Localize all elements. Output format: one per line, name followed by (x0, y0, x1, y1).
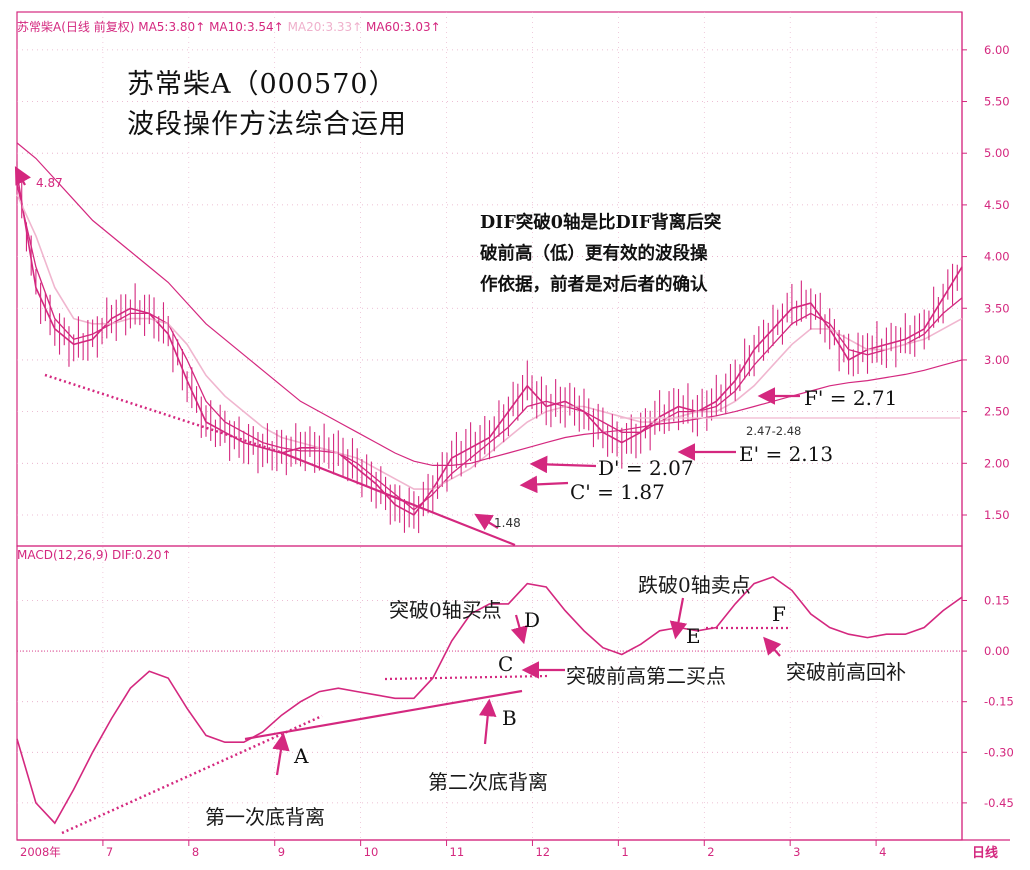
month-tick-label: 7 (106, 845, 113, 859)
point-f-arrow (763, 636, 782, 657)
month-tick-label: 2008年 (20, 845, 61, 859)
price-header: 苏常柴A(日线 前复权) MA5:3.80↑ MA10:3.54↑ MA20:3… (17, 20, 441, 34)
second-divergence-line (244, 689, 523, 741)
break-zero-buy-label: 突破0轴买点 (389, 598, 502, 622)
month-tick-label: 12 (535, 845, 550, 859)
break-high-fill-label: 突破前高回补 (786, 660, 906, 684)
range-label: 2.47-2.48 (746, 424, 802, 438)
c-prime-label: C' = 1.87 (570, 480, 665, 504)
price-tick-label: 3.50 (984, 301, 1010, 315)
point-d-arrow (510, 614, 528, 645)
point-c-label: C (498, 652, 514, 676)
point-d-label: D (524, 608, 541, 632)
point-a-label: A (294, 744, 309, 768)
point-b-label: B (502, 706, 517, 730)
price-support-dotted-line (44, 373, 281, 454)
macd-tick-label: -0.45 (984, 796, 1014, 810)
macd-tick-label: -0.15 (984, 695, 1014, 709)
note-line-3: 作依据，前者是对后者的确认 (480, 275, 708, 295)
second-divergence-label: 第二次底背离 (428, 770, 548, 794)
prior-high-dotted-line (384, 674, 549, 681)
ma20-readout: MA20:3.33 (287, 20, 353, 34)
d-prime-arrow (529, 455, 597, 474)
month-tick-label: 8 (192, 845, 199, 859)
price-support-line (279, 450, 516, 547)
month-tick-label: 4 (879, 845, 886, 859)
price-tick-label: 4.50 (984, 198, 1010, 212)
price-tick-label: 6.00 (984, 43, 1010, 57)
price-tick-label: 1.50 (984, 508, 1010, 522)
chart-title-line1: 苏常柴A（000570） (127, 69, 397, 100)
first-divergence-label: 第一次底背离 (205, 805, 325, 829)
month-tick-label: 3 (793, 845, 800, 859)
month-tick-label: 9 (278, 845, 285, 859)
low-price-arrow (474, 513, 499, 531)
point-f-label: F (772, 602, 786, 626)
c-prime-arrow (519, 475, 569, 494)
price-tick-label: 3.00 (984, 353, 1010, 367)
price-tick-label: 2.00 (984, 456, 1010, 470)
price-tick-label: 5.00 (984, 146, 1010, 160)
stock-name: 苏常柴A(日线 前复权) (17, 20, 135, 34)
macd-header: MACD(12,26,9) DIF:0.20↑ (17, 548, 172, 562)
month-tick-label: 1 (621, 845, 628, 859)
high-price-arrow (14, 166, 31, 186)
break-zero-sell-label: 跌破0轴卖点 (638, 573, 751, 597)
d-prime-label: D' = 2.07 (598, 456, 694, 480)
price-tick-label: 5.50 (984, 95, 1010, 109)
macd-tick-label: 0.00 (984, 644, 1010, 658)
macd-tick-label: -0.30 (984, 745, 1014, 759)
price-tick-label: 4.00 (984, 250, 1010, 264)
month-tick-label: 10 (364, 845, 379, 859)
ma10-readout: MA10:3.54 (209, 20, 274, 34)
point-e-arrow (669, 597, 688, 640)
month-tick-label: 2 (707, 845, 714, 859)
note-line-2: 破前高（低）更有效的波段操 (480, 244, 708, 264)
macd-name: MACD(12,26,9) (17, 548, 109, 562)
ma5-readout: MA5:3.80 (138, 20, 196, 34)
break-high-second-label: 突破前高第二买点 (566, 664, 726, 688)
high-price-label: 4.87 (36, 176, 63, 190)
ma60-readout: MA60:3.03 (366, 20, 431, 34)
point-e-label: E (686, 624, 701, 648)
point-a-arrow (272, 732, 290, 776)
month-tick-label: 11 (450, 845, 465, 859)
f-prime-label: F' = 2.71 (804, 386, 898, 410)
macd-panel-frame (16, 545, 963, 841)
price-tick-label: 2.50 (984, 405, 1010, 419)
note-line-1: DIF突破0轴是比DIF背离后突 (480, 213, 722, 233)
note-block: DIF突破0轴是比DIF背离后突 破前高（低）更有效的波段操 作依据，前者是对后… (480, 208, 721, 301)
period-label: 日线 (972, 846, 999, 861)
point-b-arrow (478, 698, 497, 745)
e-prime-label: E' = 2.13 (739, 442, 834, 466)
chart-title-line2: 波段操作方法综合运用 (127, 109, 407, 140)
macd-tick-label: 0.15 (984, 593, 1010, 607)
series-dif-line (16, 576, 963, 825)
low-price-label: 1.48 (494, 516, 521, 530)
dif-readout: DIF:0.20 (111, 548, 162, 562)
